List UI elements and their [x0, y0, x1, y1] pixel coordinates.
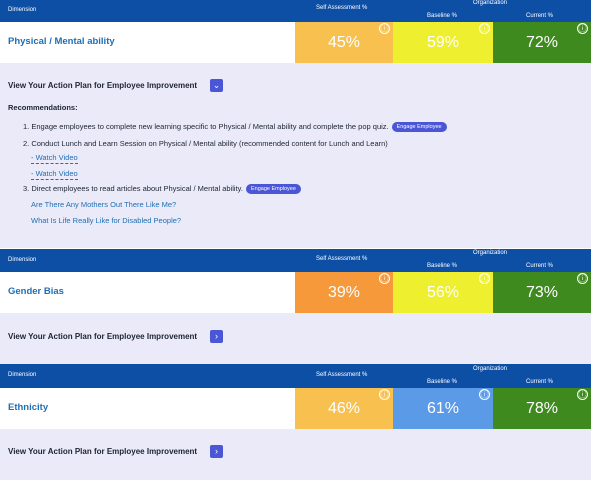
current-cell: 78% ⓘ [493, 388, 591, 429]
self-assessment-cell: 46% ⓘ [295, 388, 393, 429]
action-plan-panel: View Your Action Plan for Employee Impro… [0, 63, 591, 248]
current-value: 72% [525, 34, 559, 51]
recommendation-item: 2. Conduct Lunch and Learn Session on Ph… [23, 139, 388, 148]
action-plan-panel: View Your Action Plan for Employee Impro… [0, 429, 591, 480]
dimension-name: Gender Bias [8, 286, 64, 297]
article-link[interactable]: What Is Life Really Like for Disabled Pe… [31, 216, 182, 225]
info-icon[interactable]: ⓘ [479, 273, 490, 284]
chevron-right-icon[interactable]: › [210, 330, 223, 343]
table-header: Dimension Self Assessment % Organization… [0, 249, 591, 272]
current-value: 73% [525, 284, 559, 301]
table-header: Dimension Self Assessment % Organization… [0, 364, 591, 388]
watch-video-link[interactable]: - Watch Video [31, 169, 78, 180]
baseline-cell: 56% ⓘ [393, 272, 493, 313]
dimension-row: Ethnicity 46% ⓘ 61% ⓘ 78% ⓘ [0, 388, 591, 429]
baseline-value: 59% [426, 34, 460, 51]
current-value: 78% [525, 400, 559, 417]
baseline-value: 56% [426, 284, 460, 301]
info-icon[interactable]: ⓘ [379, 273, 390, 284]
info-icon[interactable]: ⓘ [379, 389, 390, 400]
watch-video-link[interactable]: - Watch Video [31, 153, 78, 164]
dimension-row: Physical / Mental ability 45% ⓘ 59% ⓘ 72… [0, 22, 591, 63]
organization-header: Organization [473, 366, 508, 372]
dimension-header: Dimension [8, 7, 37, 13]
current-cell: 73% ⓘ [493, 272, 591, 313]
dimension-header: Dimension [8, 257, 37, 263]
info-icon[interactable]: ⓘ [577, 389, 588, 400]
dimension-header: Dimension [8, 372, 37, 378]
info-icon[interactable]: ⓘ [479, 389, 490, 400]
dimension-row: Gender Bias 39% ⓘ 56% ⓘ 73% ⓘ [0, 272, 591, 313]
article-link[interactable]: Are There Any Mothers Out There Like Me? [31, 200, 177, 209]
baseline-header: Baseline % [427, 379, 458, 385]
table-header: Dimension Self Assessment % Organization… [0, 0, 591, 22]
action-plan-panel: View Your Action Plan for Employee Impro… [0, 313, 591, 364]
self-assessment-header: Self Assessment % [316, 372, 368, 378]
current-header: Current % [526, 13, 554, 19]
self-assessment-value: 45% [327, 34, 361, 51]
action-plan-label[interactable]: View Your Action Plan for Employee Impro… [8, 447, 198, 456]
recommendation-item: 3. Direct employees to read articles abo… [23, 184, 301, 194]
self-assessment-header: Self Assessment % [316, 5, 368, 11]
engage-employee-button[interactable]: Engage Employee [391, 122, 447, 132]
chevron-right-icon[interactable]: › [210, 445, 223, 458]
action-plan-label[interactable]: View Your Action Plan for Employee Impro… [8, 332, 198, 341]
self-assessment-header: Self Assessment % [316, 256, 368, 262]
self-assessment-value: 46% [327, 400, 361, 417]
baseline-cell: 61% ⓘ [393, 388, 493, 429]
recommendation-item: 1. Engage employees to complete new lear… [23, 122, 447, 132]
info-icon[interactable]: ⓘ [577, 273, 588, 284]
self-assessment-cell: 45% ⓘ [295, 22, 393, 63]
engage-employee-button[interactable]: Engage Employee [245, 184, 301, 194]
organization-header: Organization [473, 0, 508, 6]
baseline-cell: 59% ⓘ [393, 22, 493, 63]
baseline-header: Baseline % [427, 263, 458, 269]
self-assessment-value: 39% [327, 284, 361, 301]
info-icon[interactable]: ⓘ [479, 23, 490, 34]
info-icon[interactable]: ⓘ [577, 23, 588, 34]
info-icon[interactable]: ⓘ [379, 23, 390, 34]
current-header: Current % [526, 379, 554, 385]
current-header: Current % [526, 263, 554, 269]
recommendations-title: Recommendations: [8, 103, 78, 112]
baseline-header: Baseline % [427, 13, 458, 19]
chevron-down-icon[interactable]: ⌄ [210, 79, 223, 92]
organization-header: Organization [473, 250, 508, 256]
baseline-value: 61% [426, 400, 460, 417]
dimension-name: Ethnicity [8, 402, 49, 413]
dimension-name: Physical / Mental ability [8, 36, 115, 47]
self-assessment-cell: 39% ⓘ [295, 272, 393, 313]
action-plan-label[interactable]: View Your Action Plan for Employee Impro… [8, 81, 198, 90]
current-cell: 72% ⓘ [493, 22, 591, 63]
